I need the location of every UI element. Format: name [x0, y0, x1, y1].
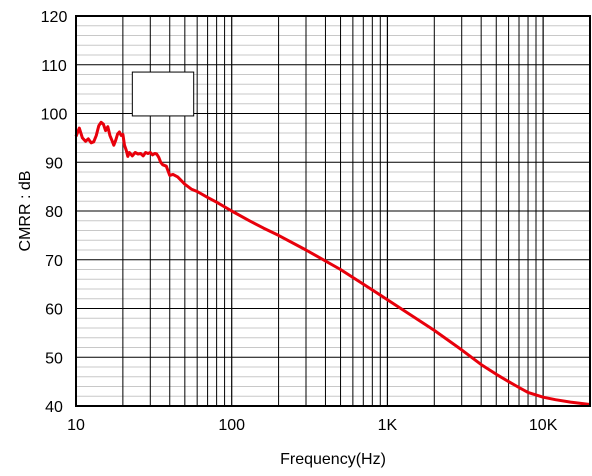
y-tick-label: 80	[45, 204, 63, 221]
x-axis-label: Frequency(Hz)	[280, 451, 386, 468]
x-tick-label: 100	[218, 417, 245, 434]
y-tick-label: 60	[45, 302, 63, 319]
x-tick-label: 1K	[378, 417, 398, 434]
series-layer	[74, 120, 591, 406]
y-tick-label: 120	[41, 9, 68, 26]
plot-border	[75, 15, 591, 407]
x-tick-labels: 10 100 1K 10K	[67, 417, 558, 434]
x-tick-label: 10K	[529, 417, 558, 434]
y-tick-label: 50	[45, 350, 63, 367]
grid	[75, 15, 591, 407]
inset-box	[131, 71, 195, 117]
y-tick-label: 100	[41, 107, 68, 124]
y-tick-label: 70	[45, 253, 63, 270]
y-tick-labels: 40 50 60 70 80 90 100 110 120	[41, 9, 68, 416]
y-tick-label: 110	[41, 58, 67, 75]
y-tick-label: 90	[45, 155, 63, 172]
inset-box-layer	[131, 71, 195, 117]
y-tick-label: 40	[45, 399, 63, 416]
series-line-0	[74, 120, 591, 406]
y-axis-label: CMRR : dB	[17, 171, 34, 252]
x-tick-label: 10	[67, 417, 85, 434]
